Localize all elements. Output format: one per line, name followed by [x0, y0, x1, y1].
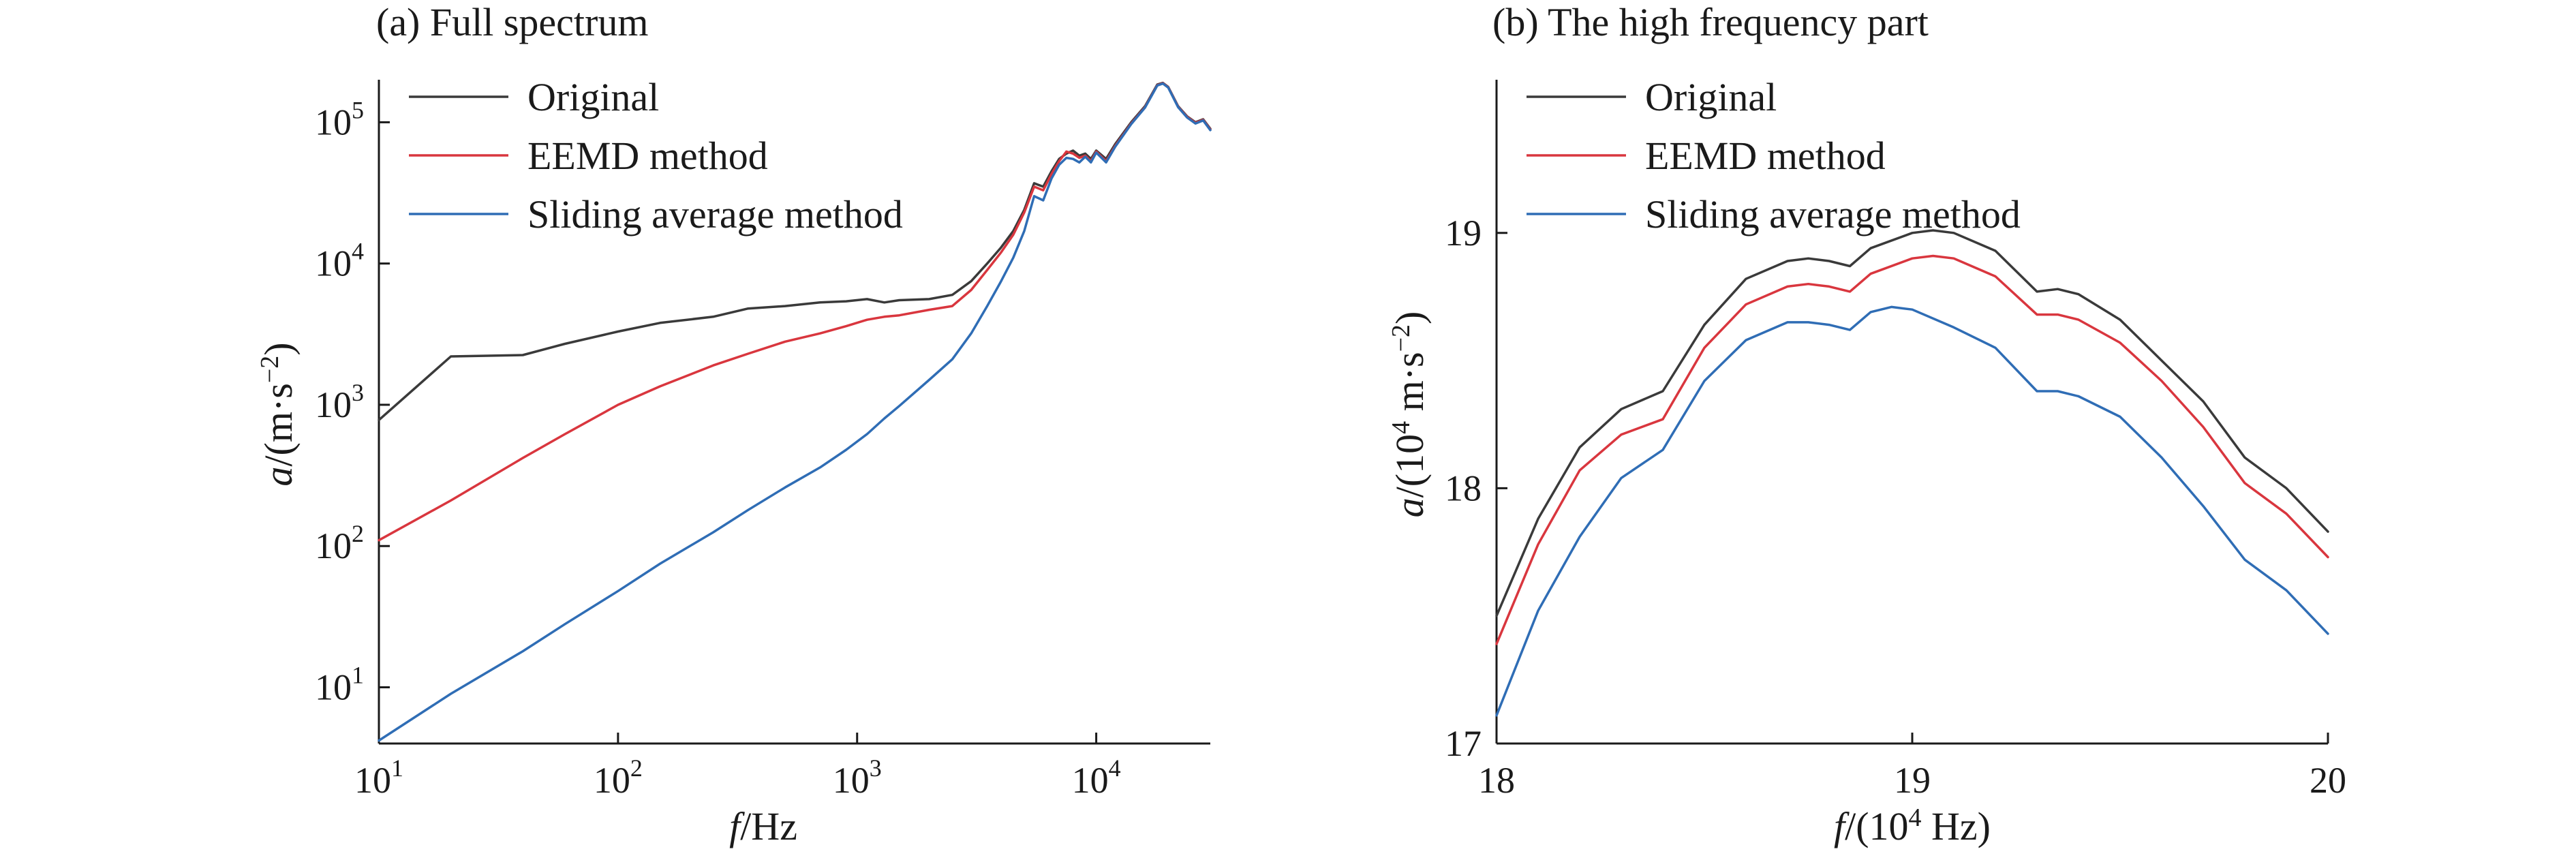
y-tick-label: 19	[1445, 213, 1482, 254]
series-line-eemd-method	[378, 82, 1212, 542]
y-tick-label: 105	[315, 96, 364, 142]
legend: Original EEMD method Sliding average metho…	[409, 75, 903, 236]
panel-full-spectrum: (a) Full spectrum 101 102 103 104 101 102 103…	[256, 0, 1212, 848]
y-tick-label: 102	[315, 520, 364, 566]
series-line-sliding-average-method	[1495, 305, 2329, 717]
series-lines	[1495, 229, 2329, 717]
legend-label: EEMD method	[527, 134, 768, 178]
series-line-original	[1495, 229, 2329, 617]
legend: Original EEMD method Sliding average metho…	[1527, 75, 2021, 236]
y-tick-label: 104	[315, 238, 364, 284]
x-tick-label: 103	[833, 754, 882, 801]
series-lines	[378, 81, 1212, 742]
x-ticks: 101 102 103 104	[354, 733, 1121, 801]
x-tick-label: 20	[2310, 760, 2346, 801]
chart-title: (b) The high frequency part	[1492, 0, 1929, 44]
x-axis-label: f/Hz	[729, 804, 797, 848]
x-ticks: 18 19 20	[1478, 733, 2346, 801]
y-axis-label: a/(104 m·s−2)	[1387, 311, 1432, 518]
legend-label: Original	[1645, 75, 1777, 119]
y-ticks: 101 102 103 104 105	[315, 96, 390, 708]
panel-high-frequency: (b) The high frequency part 18 19 20 17181…	[1387, 0, 2346, 848]
x-tick-label: 19	[1894, 760, 1931, 801]
legend-label: Original	[527, 75, 659, 119]
series-line-original	[378, 81, 1212, 422]
y-ticks: 17 18 19	[1445, 213, 1507, 764]
y-tick-label: 18	[1445, 468, 1482, 508]
series-line-eemd-method	[1495, 254, 2329, 645]
legend-label: EEMD method	[1645, 134, 1886, 178]
x-tick-label: 104	[1072, 754, 1121, 801]
y-tick-label: 101	[315, 662, 364, 708]
x-axis-label: f/(104 Hz)	[1834, 803, 1991, 848]
x-tick-label: 18	[1478, 760, 1515, 801]
legend-label: Sliding average method	[527, 192, 903, 236]
y-tick-label: 17	[1445, 723, 1482, 764]
y-tick-label: 103	[315, 379, 364, 425]
legend-label: Sliding average method	[1645, 192, 2021, 236]
x-tick-label: 102	[594, 754, 643, 801]
chart-title: (a) Full spectrum	[376, 0, 648, 44]
x-tick-label: 101	[354, 754, 403, 801]
series-line-sliding-average-method	[378, 82, 1212, 742]
y-axis-label: a/(m·s−2)	[256, 342, 301, 486]
